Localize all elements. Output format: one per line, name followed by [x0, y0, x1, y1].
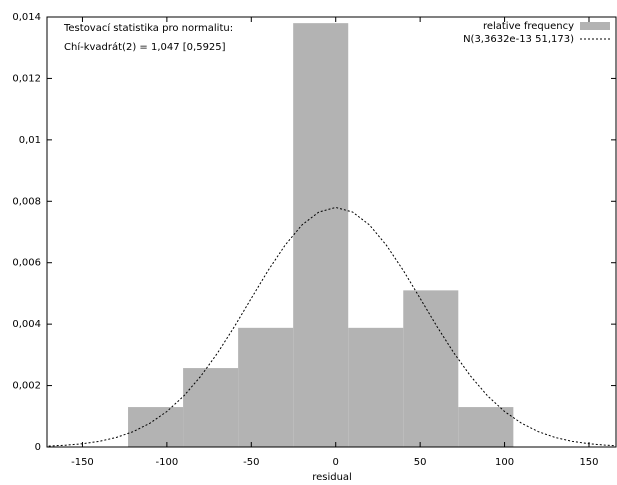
y-tick-label: 0,014: [12, 12, 41, 23]
x-axis-label: residual: [312, 472, 352, 483]
bar: [458, 407, 514, 447]
legend-swatch: [580, 22, 610, 30]
bar: [348, 327, 404, 447]
bar: [403, 290, 459, 447]
y-tick-label: 0,012: [12, 73, 41, 84]
annotation: Chí-kvadrát(2) = 1,047 [0,5925]: [64, 41, 226, 53]
plot-frame: [46, 16, 617, 448]
x-tick-label: -100: [156, 457, 179, 468]
y-tick-label: 0,01: [19, 135, 41, 146]
y-tick-label: 0,002: [12, 381, 41, 392]
y-tick-label: 0,004: [12, 319, 41, 330]
x-tick-label: 100: [495, 457, 514, 468]
bar: [128, 407, 184, 447]
bar: [293, 23, 349, 448]
legend-label: relative frequency: [483, 21, 574, 32]
x-tick-label: -50: [243, 457, 259, 468]
bar: [183, 368, 239, 447]
x-tick-label: 50: [414, 457, 427, 468]
y-tick-label: 0,008: [12, 196, 41, 207]
y-tick-label: 0,006: [12, 258, 41, 269]
y-tick-label: 0: [35, 442, 41, 453]
x-tick-label: 0: [333, 457, 339, 468]
normal-curve: [48, 206, 615, 447]
bar: [238, 327, 294, 447]
x-tick-label: 150: [579, 457, 598, 468]
annotation: Testovací statistika pro normalitu:: [63, 22, 233, 34]
x-tick-label: -150: [71, 457, 94, 468]
legend-label: N(3,3632e-13 51,173): [463, 34, 574, 45]
